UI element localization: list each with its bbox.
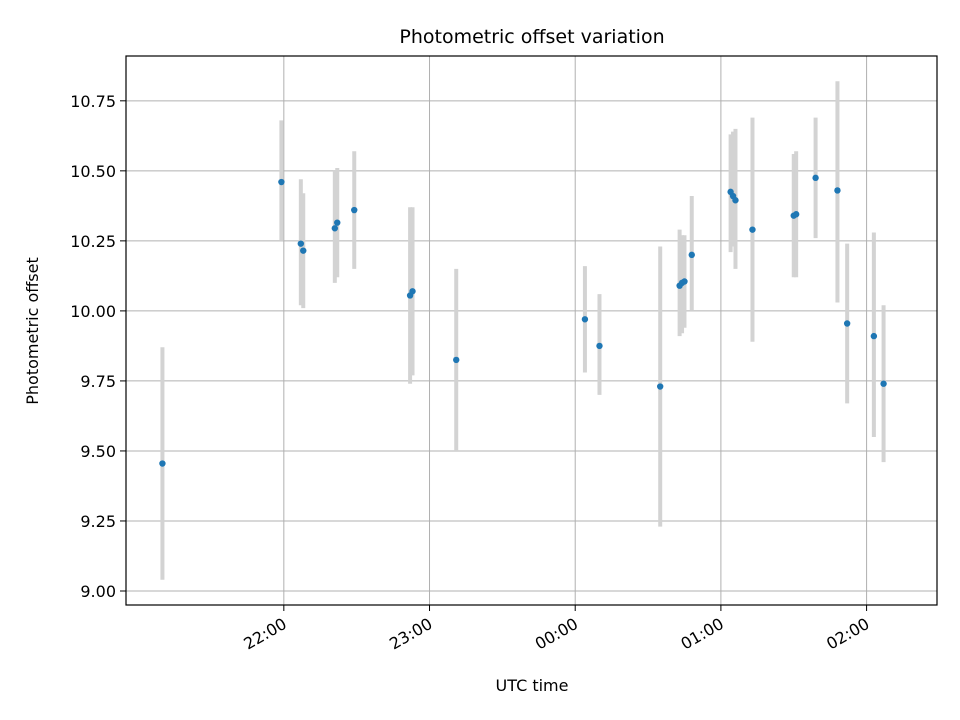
data-point: [870, 332, 878, 340]
data-point: [843, 320, 851, 327]
y-tick-label: 10.25: [70, 232, 116, 251]
data-point: [749, 226, 756, 233]
data-point: [297, 240, 305, 247]
y-tick-label: 10.75: [70, 92, 116, 111]
data-point: [334, 219, 341, 226]
y-tick-label: 10.50: [70, 162, 116, 181]
data-point: [351, 206, 358, 214]
data-point: [834, 187, 841, 194]
y-tick-label: 9.25: [80, 512, 116, 531]
data-point: [453, 356, 460, 364]
data-point: [732, 197, 739, 204]
y-tick-label: 9.00: [80, 582, 116, 601]
data-point: [880, 380, 887, 387]
y-tick-label: 9.75: [80, 372, 116, 391]
data-point: [596, 342, 603, 350]
plot-frame: [125, 55, 938, 606]
y-tick-label: 9.50: [80, 442, 116, 461]
data-point: [681, 278, 688, 285]
data-point: [331, 225, 339, 232]
grid: [126, 56, 937, 605]
data-point: [278, 178, 285, 186]
data-point: [159, 460, 166, 467]
data-point: [688, 251, 695, 259]
data-point: [812, 174, 819, 182]
data-point: [656, 383, 664, 390]
y-axis: 9.00 9.25 9.50 9.75 10.00 10.25 10.50 10.75: [70, 92, 126, 601]
chart-title: Photometric offset variation: [399, 26, 664, 48]
data-point: [792, 211, 800, 218]
y-axis-label: Photometric offset: [23, 257, 42, 405]
x-axis-label: UTC time: [496, 676, 569, 695]
data-point: [300, 247, 307, 254]
data-points: [159, 174, 887, 467]
data-point: [409, 288, 416, 295]
data-point: [581, 316, 589, 323]
y-tick-label: 10.00: [70, 302, 116, 321]
